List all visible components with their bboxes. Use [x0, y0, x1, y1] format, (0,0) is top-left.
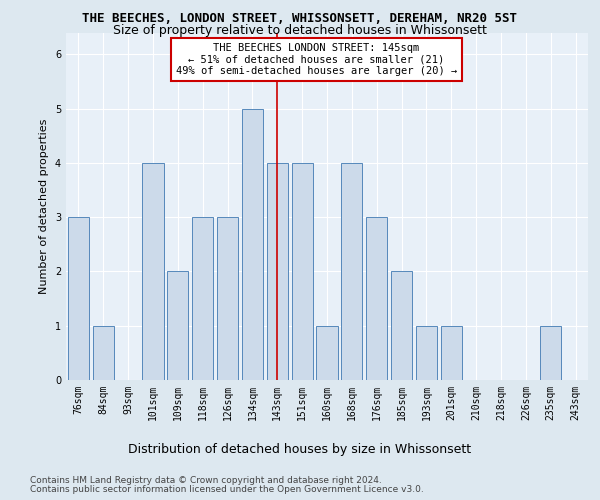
Bar	[242, 108, 263, 380]
Bar	[441, 326, 462, 380]
Bar	[292, 163, 313, 380]
Bar	[366, 217, 387, 380]
Bar	[93, 326, 114, 380]
Bar	[142, 163, 164, 380]
Bar	[341, 163, 362, 380]
Bar	[391, 272, 412, 380]
Bar	[192, 217, 213, 380]
Bar	[167, 272, 188, 380]
Text: Contains public sector information licensed under the Open Government Licence v3: Contains public sector information licen…	[30, 485, 424, 494]
Text: THE BEECHES, LONDON STREET, WHISSONSETT, DEREHAM, NR20 5ST: THE BEECHES, LONDON STREET, WHISSONSETT,…	[83, 12, 517, 26]
Bar	[68, 217, 89, 380]
Bar	[217, 217, 238, 380]
Text: Contains HM Land Registry data © Crown copyright and database right 2024.: Contains HM Land Registry data © Crown c…	[30, 476, 382, 485]
Bar	[416, 326, 437, 380]
Text: Distribution of detached houses by size in Whissonsett: Distribution of detached houses by size …	[128, 442, 472, 456]
Y-axis label: Number of detached properties: Number of detached properties	[40, 118, 49, 294]
Text: THE BEECHES LONDON STREET: 145sqm
← 51% of detached houses are smaller (21)
49% : THE BEECHES LONDON STREET: 145sqm ← 51% …	[176, 43, 457, 76]
Bar	[316, 326, 338, 380]
Bar	[540, 326, 561, 380]
Text: Size of property relative to detached houses in Whissonsett: Size of property relative to detached ho…	[113, 24, 487, 37]
Bar	[267, 163, 288, 380]
